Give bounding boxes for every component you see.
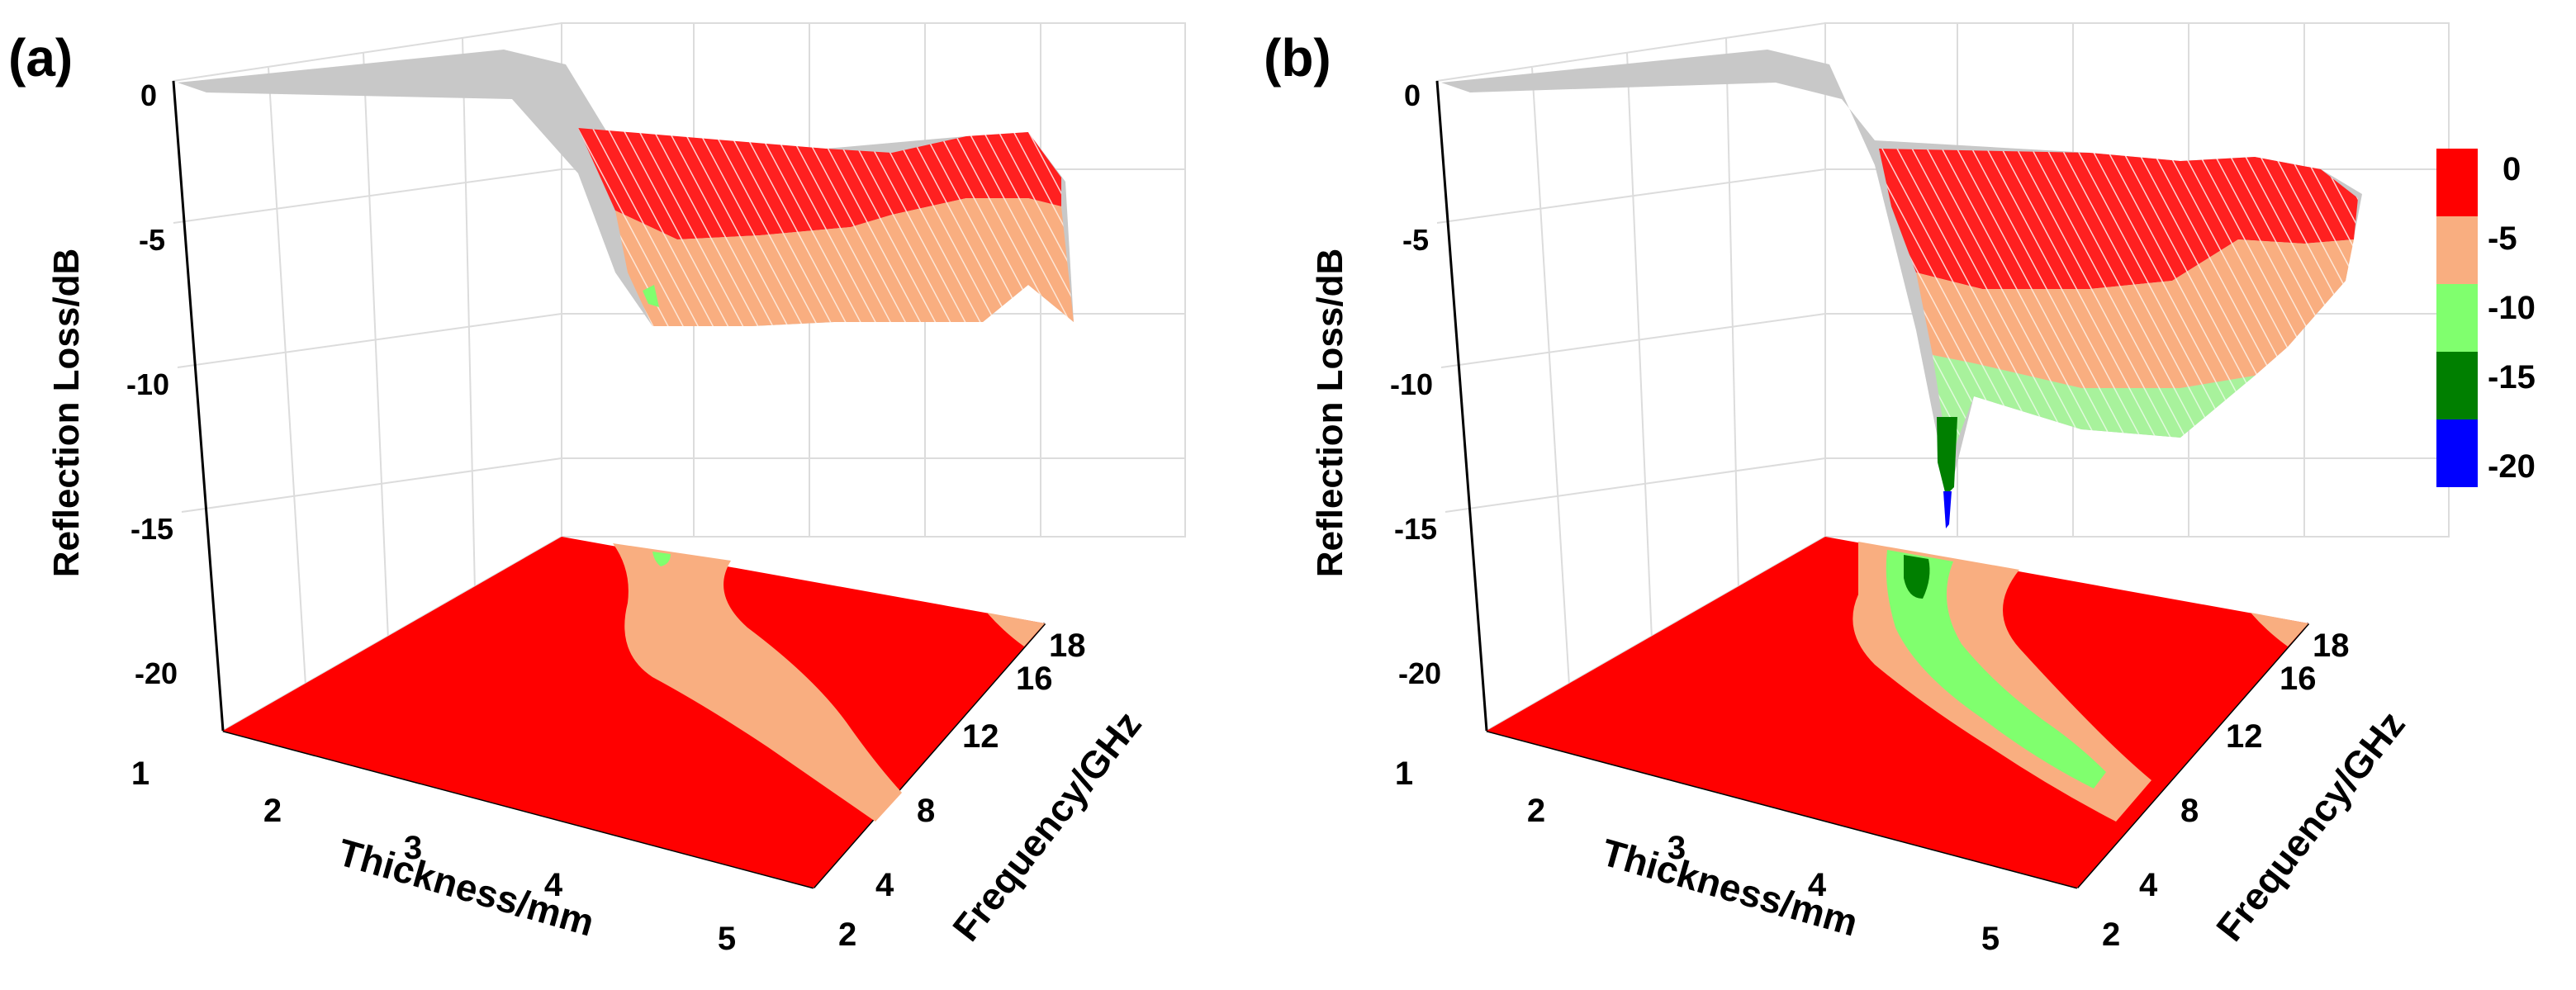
panel-b-x-tick: 1	[1395, 756, 1413, 792]
panel-a-z-tick: -20	[135, 656, 178, 690]
panel-a-x-tick: 3	[404, 830, 422, 866]
panel-a-surface-green	[643, 285, 659, 307]
panel-a-label: (a)	[8, 28, 73, 88]
panel-b-label: (b)	[1264, 28, 1331, 88]
panel-b-contour-deep-spot	[1904, 555, 1930, 599]
panel-a-y-tick: 18	[1049, 628, 1086, 664]
panel-b-z-tick: 0	[1404, 78, 1421, 112]
panel-b-x-tick: 5	[1981, 921, 2000, 957]
panel-a-x-tick: 4	[544, 867, 563, 903]
panel-a-contour-high-freq-edge	[987, 613, 1045, 647]
panel-a-contour-background	[223, 537, 1045, 888]
panel-b-surface-dark-green	[1937, 417, 1957, 495]
panel-b-z-tick: -15	[1394, 512, 1437, 546]
panel-a-y-tick: 12	[962, 718, 999, 755]
panel-b-contour-high-freq-edge	[2251, 613, 2308, 647]
panel-a-surface-red	[578, 128, 1061, 239]
panel-a-z-tick: -10	[126, 367, 169, 401]
panel-b-z-ticks: 0 -5 -10 -15 -20	[1390, 78, 1441, 690]
panel-b-y-tick: 2	[2102, 917, 2120, 953]
panel-a-y-tick: 4	[875, 867, 894, 903]
panel-b-z-tick: -20	[1398, 656, 1441, 690]
panel-a-x-tick: 1	[131, 756, 149, 792]
panel-a-surface-orange	[615, 198, 1074, 326]
panel-b-x-tick: 2	[1527, 793, 1545, 829]
legend-swatch-0	[2436, 149, 2478, 216]
panel-a-z-tick: 0	[140, 78, 157, 112]
panel-b-z-tick: -5	[1402, 223, 1429, 257]
panel-a-contour-floor	[223, 537, 1045, 888]
panel-a-z-axis	[172, 80, 225, 732]
legend-label: -10	[2488, 290, 2536, 326]
panel-a-y-ticks: 2 4 8 12 16 18	[838, 628, 1086, 953]
panel-a-z-axis-label: Reflection Loss/dB	[46, 249, 87, 578]
panel-b-y-tick: 12	[2226, 718, 2263, 755]
legend-label: -5	[2488, 220, 2517, 257]
panel-b-y-tick: 16	[2279, 661, 2317, 697]
legend-swatch-10	[2436, 284, 2478, 352]
panel-b-y-tick: 18	[2313, 628, 2350, 664]
panel-a-z-ticks: 0 -5 -10 -15 -20	[126, 78, 178, 690]
panel-a-x-tick: 5	[718, 921, 736, 957]
panel-a-contour-small-dip	[652, 552, 671, 566]
panel-b-x-tick: 3	[1668, 830, 1686, 866]
panel-a-z-tick: -5	[139, 223, 165, 257]
panel-a-y-tick: 8	[917, 793, 935, 829]
legend-label: -20	[2488, 448, 2536, 485]
panel-b-z-tick: -10	[1390, 367, 1433, 401]
panel-a-x-ticks: 1 2 3 4 5	[131, 756, 736, 957]
chart-panel-a: (a)	[8, 21, 1186, 957]
panel-b-surface	[1441, 50, 2362, 528]
panel-b-surface-green	[1933, 355, 2255, 462]
panel-b-z-axis-label: Reflection Loss/dB	[1310, 249, 1350, 578]
panel-a-y-tick: 16	[1016, 661, 1053, 697]
panel-a-x-tick: 2	[263, 793, 282, 829]
panel-b-x-tick: 4	[1808, 867, 1827, 903]
panel-b-surface-blue	[1943, 491, 1952, 528]
chart-panel-b: (b)	[1264, 21, 2450, 957]
panel-a-contour-main-band	[613, 543, 902, 822]
panel-b-contour-floor	[1487, 537, 2308, 888]
panel-b-surface-orange	[1916, 239, 2354, 388]
panel-b-y-ticks: 2 4 8 12 16 18	[2102, 628, 2350, 953]
panel-b-right-wall	[1824, 22, 2450, 538]
panel-b-z-axis	[1435, 80, 1488, 732]
panel-a-surface	[178, 50, 1074, 326]
panel-b-x-ticks: 1 2 3 4 5	[1395, 756, 2000, 957]
legend-label: 0	[2502, 151, 2521, 187]
legend-swatch-5	[2436, 216, 2478, 284]
panel-a-right-wall	[561, 22, 1186, 538]
legend-label: -15	[2488, 359, 2536, 396]
color-legend: 0 -5 -10 -15 -20	[2436, 149, 2536, 487]
panel-a-z-tick: -15	[130, 512, 173, 546]
panel-b-contour-inner-band	[1886, 550, 2106, 789]
panel-b-y-tick: 8	[2180, 793, 2199, 829]
panel-b-y-tick: 4	[2139, 867, 2158, 903]
legend-swatch-15	[2436, 352, 2478, 419]
panel-a-y-tick: 2	[838, 917, 856, 953]
legend-swatch-20	[2436, 419, 2478, 487]
panel-b-surface-red	[1879, 149, 2358, 289]
